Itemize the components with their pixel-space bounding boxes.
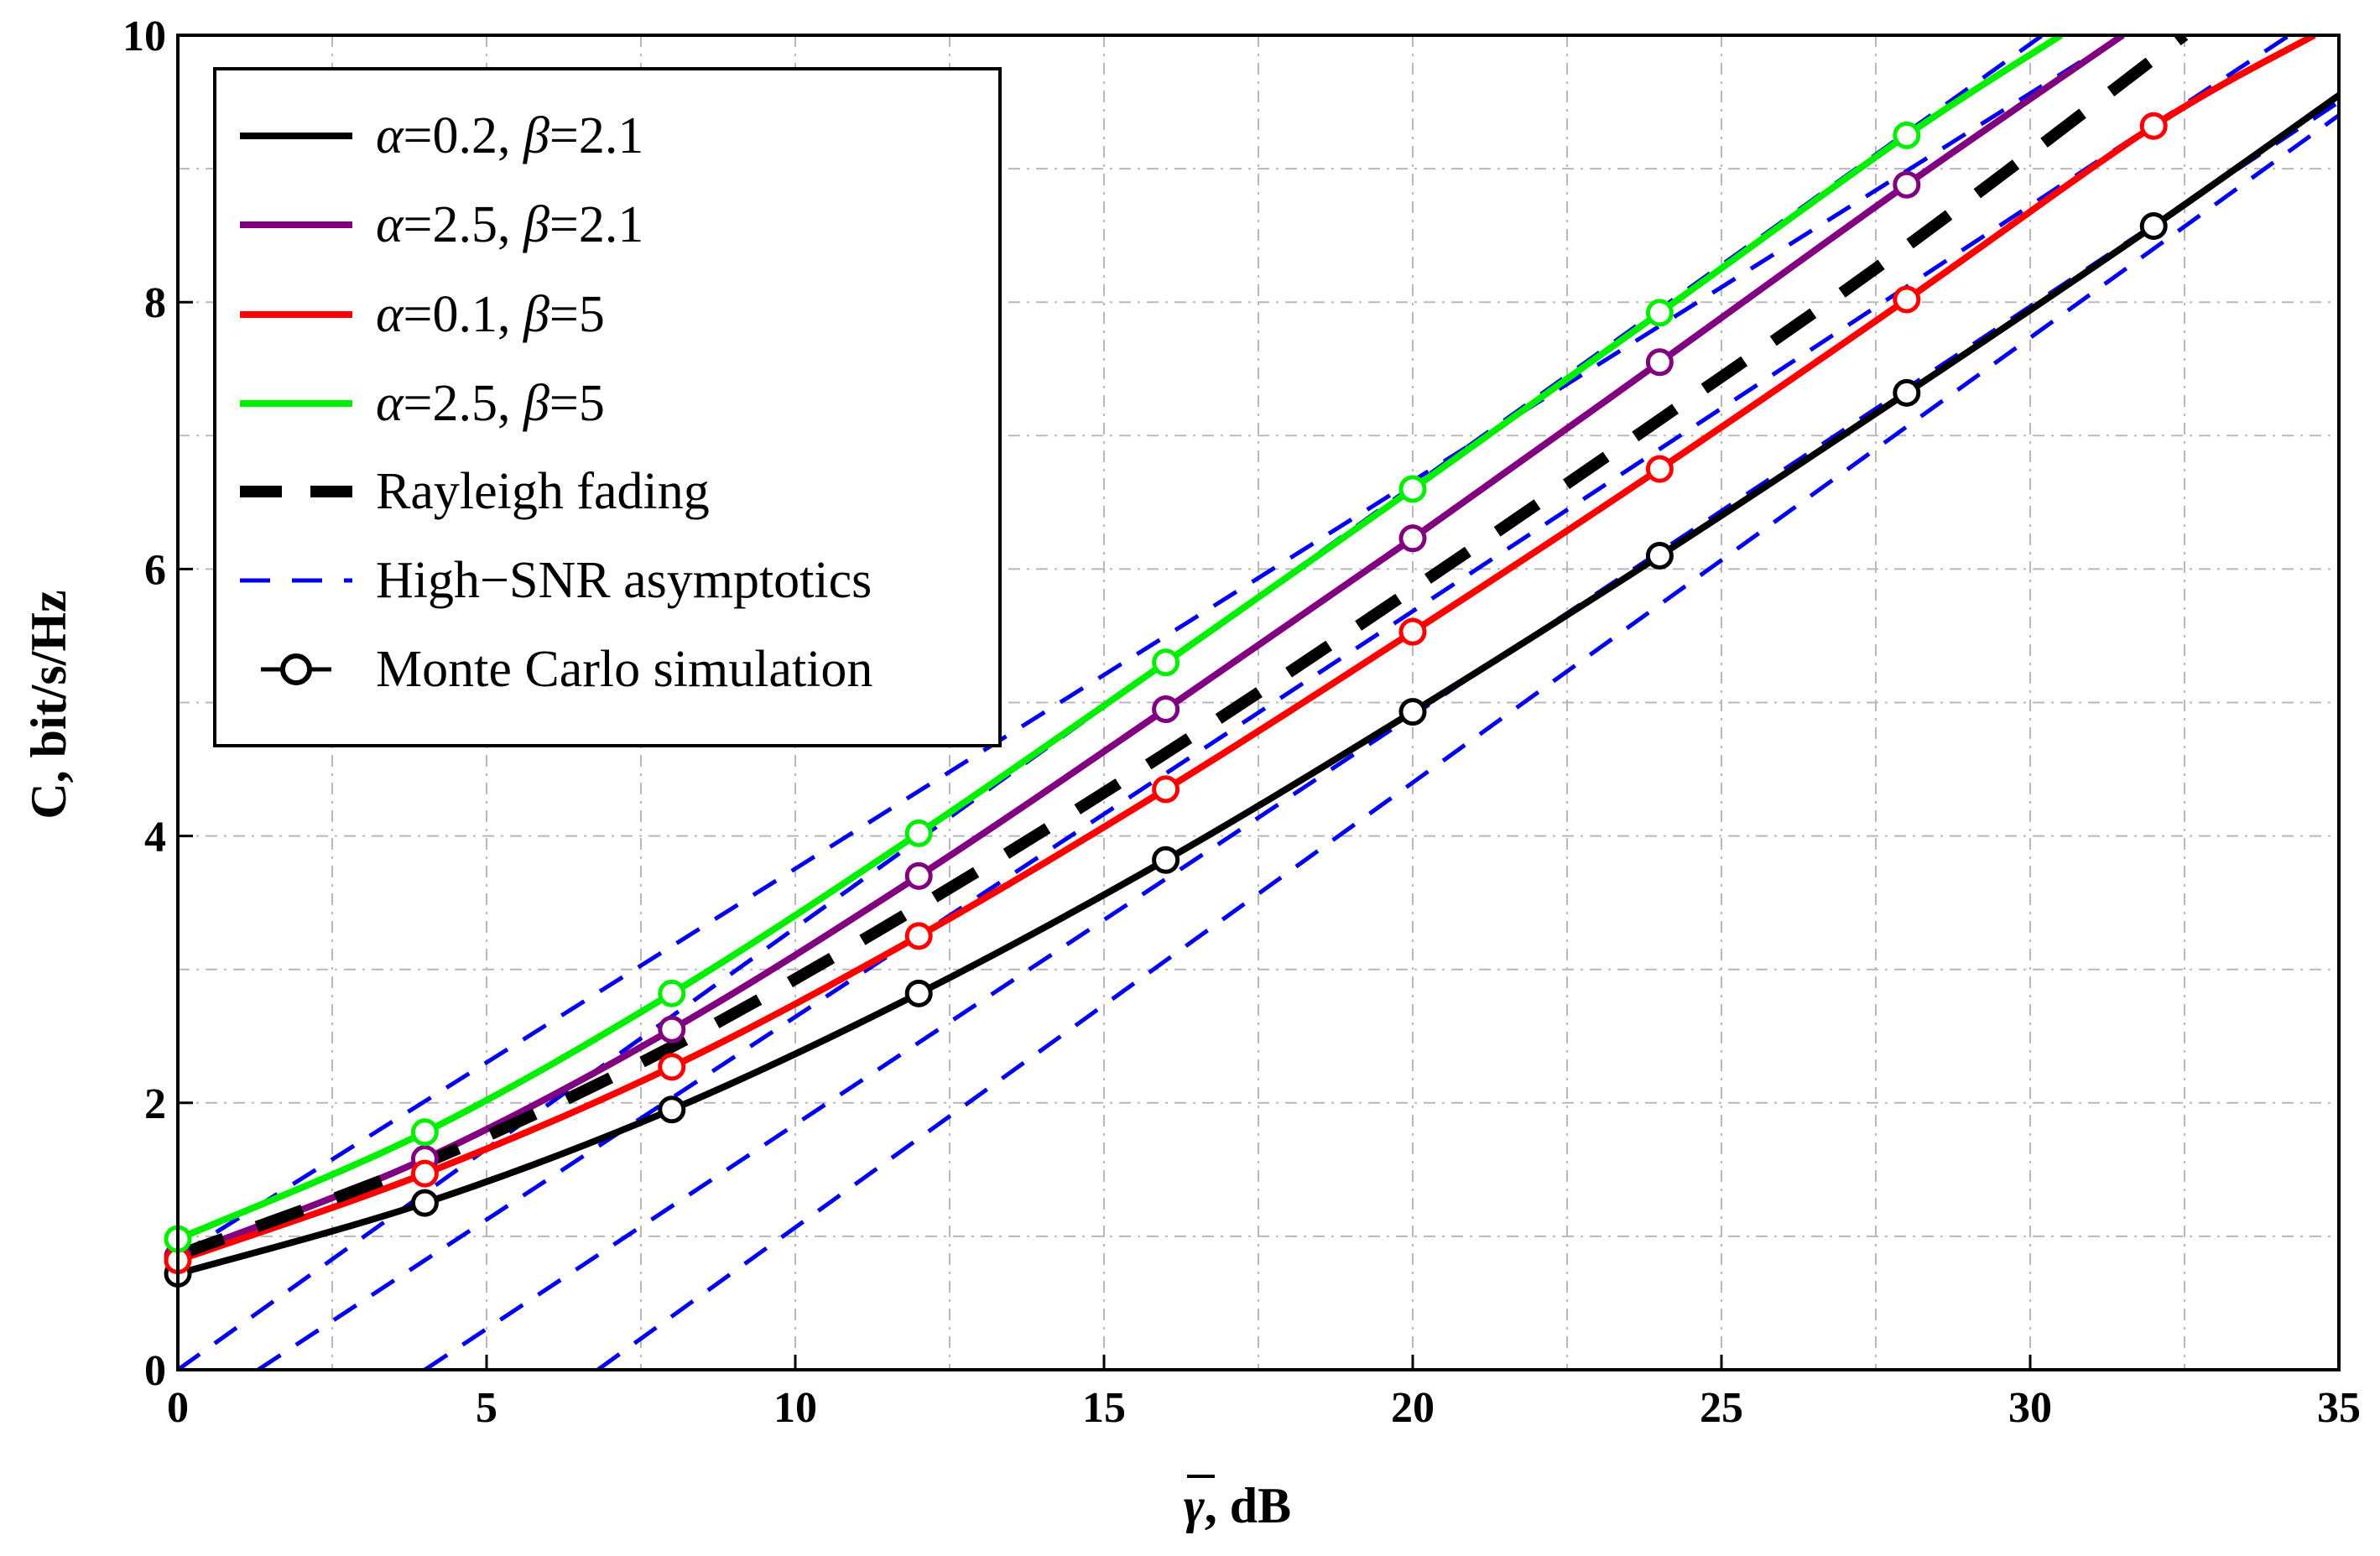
mc-marker-series-3 — [904, 922, 933, 950]
legend-item-monte-carlo-simulation: Monte Carlo simulation — [261, 641, 872, 698]
y-tick-label: 6 — [144, 546, 166, 594]
mc-marker-series-1 — [1645, 541, 1674, 570]
mc-marker-series-4 — [410, 1118, 439, 1147]
x-tick-label: 30 — [2008, 1384, 2052, 1432]
mc-marker-series-4 — [1893, 121, 1921, 149]
asymptote-line — [178, 35, 2124, 1258]
y-tick-label: 2 — [144, 1080, 166, 1128]
y-tick-label: 8 — [144, 279, 166, 327]
legend-item-0-1-5: α=0.1, β=5 — [240, 286, 605, 343]
mc-marker-series-2 — [658, 1015, 686, 1043]
x-axis-label-unit: , dB — [1205, 1478, 1291, 1533]
legend-marker — [280, 653, 312, 685]
series-line-1 — [178, 92, 2339, 1278]
x-tick-label: 35 — [2317, 1384, 2361, 1432]
mc-marker-series-1 — [1398, 698, 1427, 726]
y-axis-label: C, bit/s/Hz — [21, 590, 76, 819]
mc-marker-series-1 — [2139, 212, 2168, 241]
x-tick-label: 10 — [773, 1384, 817, 1432]
legend-label: Rayleigh fading — [376, 463, 710, 520]
x-tick-label: 25 — [1700, 1384, 1743, 1432]
legend-item-2-5-2-1: α=2.5, β=2.1 — [240, 196, 643, 253]
mc-marker-series-4 — [904, 819, 933, 847]
legend-item-high-snr-asymptotics: High−SNR asymptotics — [240, 552, 872, 609]
x-tick-label: 5 — [476, 1384, 497, 1432]
mc-marker-series-1 — [410, 1189, 439, 1217]
x-axis-label: γ, dB — [1184, 1475, 1291, 1533]
mc-marker-series-4 — [658, 979, 686, 1007]
svg-text:γ, dB: γ, dB — [1184, 1478, 1291, 1533]
x-axis-label-symbol: γ — [1184, 1478, 1205, 1533]
legend-label: α=2.5, β=2.1 — [376, 196, 643, 253]
x-tick-label: 15 — [1082, 1384, 1126, 1432]
legend-label: α=0.1, β=5 — [376, 286, 605, 343]
x-tick-label: 0 — [167, 1384, 189, 1432]
legend-label: High−SNR asymptotics — [376, 552, 872, 609]
legend-label: α=0.2, β=2.1 — [376, 107, 643, 164]
mc-marker-series-1 — [658, 1095, 686, 1124]
mc-marker-series-3 — [1893, 285, 1921, 314]
legend-item-rayleigh-fading: Rayleigh fading — [240, 463, 710, 520]
mc-marker-series-4 — [1398, 475, 1427, 503]
plot-area-frame — [176, 34, 2341, 1371]
mc-marker-series-3 — [1645, 455, 1674, 483]
legend-label: Monte Carlo simulation — [376, 641, 872, 698]
asymptote-line — [596, 113, 2339, 1370]
mc-marker-series-2 — [1893, 170, 1921, 199]
mc-marker-series-2 — [904, 861, 933, 890]
mc-marker-series-3 — [1398, 617, 1427, 646]
monte-carlo-markers — [164, 112, 2168, 1288]
mc-marker-series-4 — [1645, 299, 1674, 327]
mc-marker-series-3 — [1152, 775, 1180, 804]
series-line-3 — [178, 35, 2316, 1264]
mc-marker-series-3 — [2139, 112, 2168, 140]
mc-marker-series-4 — [1152, 648, 1180, 677]
mc-marker-series-3 — [658, 1053, 686, 1081]
axis-ticks: 0 5 10 15 20 25 30 35 0 2 4 6 8 10 — [122, 13, 2361, 1432]
mc-marker-series-1 — [1152, 846, 1180, 874]
mc-marker-series-2 — [1398, 524, 1427, 553]
mc-marker-series-1 — [904, 979, 933, 1007]
legend-item-2-5-5: α=2.5, β=5 — [240, 375, 605, 432]
legend: α=0.2, β=2.1 α=2.5, β=2.1 α=0.1, β=5 α=2.5,… — [213, 67, 1002, 747]
x-tick-label: 20 — [1391, 1384, 1435, 1432]
series-lines — [178, 35, 2339, 1370]
y-tick-label: 4 — [144, 814, 166, 861]
y-tick-label: 10 — [122, 13, 166, 60]
mc-marker-series-2 — [1152, 695, 1180, 723]
mc-marker-series-1 — [1893, 378, 1921, 407]
mc-marker-series-3 — [410, 1159, 439, 1188]
legend-box — [213, 67, 1002, 747]
legend-label: α=2.5, β=5 — [376, 375, 605, 432]
rayleigh-fading-line — [178, 35, 2189, 1261]
legend-item-0-2-2-1: α=0.2, β=2.1 — [240, 107, 643, 164]
y-tick-label: 0 — [144, 1347, 166, 1395]
mc-marker-series-2 — [1645, 348, 1674, 377]
